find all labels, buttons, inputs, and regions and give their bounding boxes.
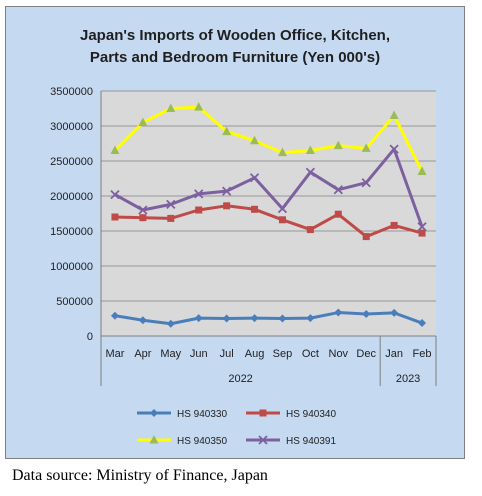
legend-marker <box>150 409 158 417</box>
data-point <box>334 308 343 317</box>
data-point <box>362 309 371 318</box>
series-line <box>114 204 423 239</box>
data-point <box>389 144 399 154</box>
y-axis-ticks: 3500000 3000000 2500000 2000000 1500000 10000… <box>50 86 93 343</box>
legend-label: HS 940330 <box>177 409 227 420</box>
data-point <box>167 214 175 222</box>
data-point <box>221 186 232 196</box>
data-point <box>390 308 399 317</box>
x-tick-label: Dec <box>356 348 376 360</box>
y-tick-label: 1000000 <box>50 261 93 273</box>
data-source-note: Data source: Ministry of Finance, Japan <box>12 467 268 484</box>
data-point <box>251 205 259 213</box>
x-tick-label: Nov <box>329 348 349 360</box>
legend-label: HS 940391 <box>286 436 336 447</box>
chart-canvas: 3500000 3000000 2500000 2000000 1500000 10000… <box>50 86 437 447</box>
data-point <box>418 319 427 328</box>
data-point <box>166 199 176 210</box>
data-point <box>333 185 343 195</box>
x-tick-label: Jan <box>385 348 403 360</box>
data-point <box>223 202 231 210</box>
y-tick-label: 3500000 <box>50 86 93 98</box>
data-point <box>110 189 120 200</box>
y-tick-label: 1500000 <box>50 226 93 238</box>
data-point <box>138 117 148 126</box>
legend-label: HS 940350 <box>177 436 227 447</box>
data-point <box>277 147 287 157</box>
gridlines <box>101 90 436 302</box>
series-lines <box>113 105 424 326</box>
data-point <box>138 316 147 325</box>
data-point <box>166 103 176 112</box>
y-tick-label: 2500000 <box>50 156 93 168</box>
data-point <box>417 222 427 232</box>
year-group-label: 2022 <box>228 373 252 385</box>
data-point <box>195 206 203 214</box>
data-point <box>305 145 315 154</box>
legend-marker <box>149 435 159 444</box>
x-axis-ticks: Mar Apr May Jun Jul Aug Sep Oct Nov Dec Jan Feb <box>105 348 431 360</box>
y-tick-label: 3000000 <box>50 121 93 133</box>
data-point <box>249 173 260 183</box>
y-tick-label: 2000000 <box>50 191 93 203</box>
data-point <box>306 226 314 234</box>
data-point <box>361 178 371 188</box>
x-tick-label: Apr <box>134 348 151 360</box>
x-tick-label: Sep <box>273 348 293 360</box>
y-tick-label: 500000 <box>56 296 93 308</box>
data-point <box>305 167 316 177</box>
data-point <box>250 135 260 145</box>
data-point <box>390 221 398 229</box>
x-tick-label: Feb <box>413 348 432 360</box>
x-tick-label: Mar <box>105 348 124 360</box>
data-point <box>278 314 287 323</box>
data-point <box>222 126 232 136</box>
data-point <box>166 319 175 328</box>
data-point <box>277 203 288 214</box>
data-point <box>139 214 147 222</box>
x-tick-label: Jun <box>190 348 208 360</box>
data-point <box>194 314 203 323</box>
series-markers <box>110 102 427 328</box>
legend-marker <box>258 435 268 445</box>
chart-title-line-1: Japan's Imports of Wooden Office, Kitche… <box>80 27 390 44</box>
data-point <box>417 166 427 175</box>
data-point <box>194 189 204 199</box>
year-group-label: 2023 <box>396 373 420 385</box>
y-tick-label: 0 <box>87 331 93 343</box>
series-line <box>113 105 424 173</box>
data-point <box>138 205 148 215</box>
data-point <box>250 314 259 323</box>
series-line <box>114 311 423 326</box>
data-point <box>278 216 286 224</box>
legend: HS 940330 HS 940340 HS 940350 HS 940391 <box>137 409 336 447</box>
x-tick-label: May <box>160 348 181 360</box>
data-point <box>110 145 120 154</box>
data-point <box>222 314 231 323</box>
legend-marker <box>259 409 267 417</box>
data-point <box>362 233 370 241</box>
data-point <box>111 213 119 221</box>
data-point <box>418 229 426 237</box>
data-point <box>194 102 204 111</box>
chart-title-line-2: Parts and Bedroom Furniture (Yen 000's) <box>89 49 381 66</box>
data-point <box>389 110 399 119</box>
series-line <box>114 147 424 228</box>
x-tick-label: Aug <box>245 348 265 360</box>
data-point <box>110 311 119 320</box>
legend-label: HS 940340 <box>286 409 336 420</box>
data-point <box>306 314 315 323</box>
data-point <box>333 140 343 150</box>
year-groups: 2022 2023 <box>100 336 437 386</box>
data-point <box>334 210 342 218</box>
x-tick-label: Oct <box>302 348 319 360</box>
data-point <box>361 143 371 152</box>
x-tick-label: Jul <box>220 348 234 360</box>
